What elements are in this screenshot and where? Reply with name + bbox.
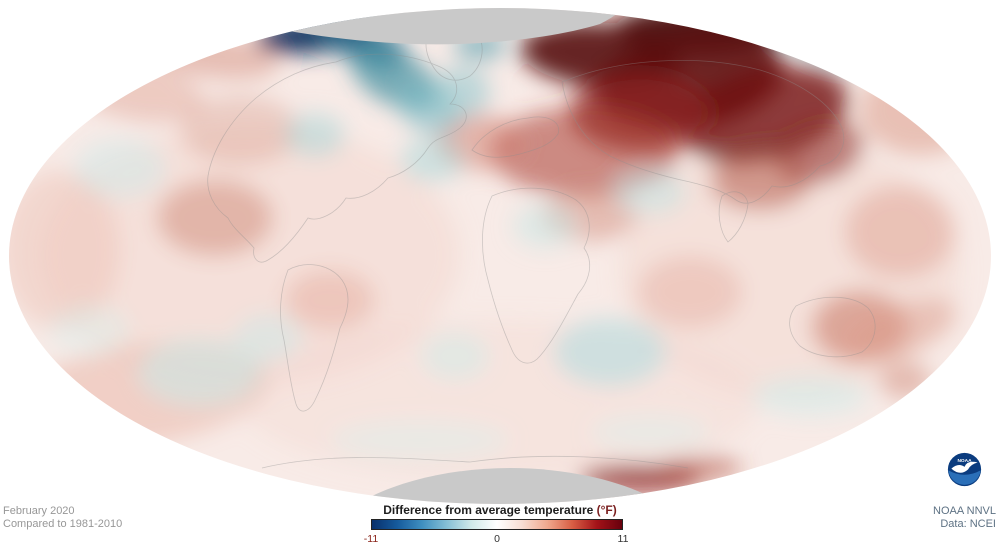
continent-outlines xyxy=(207,26,876,469)
anomaly-blob xyxy=(138,338,262,406)
anomaly-blob xyxy=(845,186,955,278)
colorbar-max-label: 11 xyxy=(617,533,629,545)
noaa-logo-gull-icon xyxy=(951,461,978,473)
anomaly-blob xyxy=(554,318,666,386)
anomaly-blob xyxy=(614,170,686,214)
anomaly-blob xyxy=(157,180,273,256)
legend-title: Difference from average temperature (°F) xyxy=(300,503,700,517)
anomaly-blob xyxy=(285,270,375,330)
outline-india xyxy=(718,191,749,243)
legend-title-text: Difference from average temperature xyxy=(383,503,597,517)
anomaly-blob xyxy=(434,66,490,118)
outline-south-america xyxy=(280,264,349,412)
legend-unit: (°F) xyxy=(596,503,617,517)
caption-period: February 2020 xyxy=(3,505,75,517)
anomaly-blob xyxy=(330,420,510,460)
legend: Difference from average temperature (°F)… xyxy=(300,503,700,545)
outline-australia xyxy=(789,296,876,358)
anomaly-blob xyxy=(638,256,742,328)
outline-antarctica xyxy=(261,455,689,469)
world-temperature-anomaly-map xyxy=(9,8,991,504)
temperature-anomaly-layer xyxy=(9,8,980,491)
caption: February 2020 Compared to 1981-2010 xyxy=(3,505,122,531)
colorbar-labels: -11 0 11 xyxy=(364,533,629,546)
anomaly-blob xyxy=(74,138,166,198)
credits: NOAA NNVL Data: NCEI xyxy=(933,505,996,531)
credits-data: Data: NCEI xyxy=(940,518,996,530)
anomaly-blob xyxy=(285,113,345,157)
anomaly-blob xyxy=(860,65,980,155)
outline-north-america xyxy=(207,53,467,263)
anomaly-blob xyxy=(234,314,302,362)
anomaly-blob xyxy=(400,138,464,182)
colorbar xyxy=(371,519,623,530)
anomaly-blob xyxy=(842,298,958,362)
colorbar-mid-label: 0 xyxy=(494,533,500,545)
anomaly-blob xyxy=(240,320,760,480)
anomaly-blob xyxy=(50,305,130,355)
anomaly-blob xyxy=(710,154,810,210)
noaa-logo-ocean xyxy=(948,470,981,485)
anomaly-blob xyxy=(421,332,489,380)
colorbar-min-label: -11 xyxy=(363,533,379,545)
credits-source: NOAA NNVL xyxy=(933,505,996,517)
anomaly-blob xyxy=(590,414,710,450)
anomaly-blob xyxy=(879,362,931,398)
anomaly-blob xyxy=(752,376,868,416)
outline-europe xyxy=(471,116,560,158)
noaa-logo: NOAA xyxy=(947,452,982,487)
no-data-polar-cap-north xyxy=(283,8,626,45)
no-data-polar-cap-south xyxy=(372,468,644,504)
anomaly-blob xyxy=(513,204,577,248)
anomaly-blob xyxy=(9,170,120,330)
caption-baseline: Compared to 1981-2010 xyxy=(3,518,123,530)
anomaly-blob xyxy=(180,95,300,165)
noaa-logo-text: NOAA xyxy=(957,458,972,464)
outline-asia xyxy=(561,60,845,204)
anomaly-blob xyxy=(658,456,742,480)
outline-africa xyxy=(482,187,591,364)
